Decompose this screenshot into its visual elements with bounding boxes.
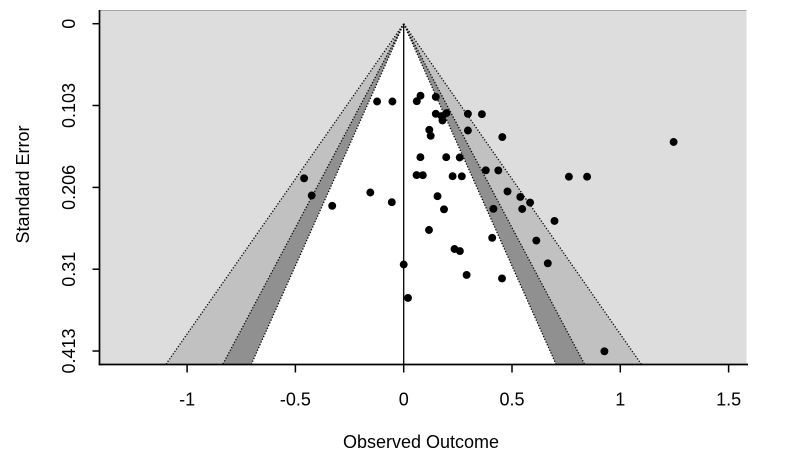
svg-text:Observed Outcome: Observed Outcome bbox=[343, 432, 499, 452]
svg-text:-0.5: -0.5 bbox=[280, 389, 311, 409]
svg-text:0.413: 0.413 bbox=[59, 328, 79, 373]
svg-text:Standard Error: Standard Error bbox=[13, 125, 33, 243]
svg-text:0.103: 0.103 bbox=[59, 83, 79, 128]
svg-text:0.5: 0.5 bbox=[499, 389, 524, 409]
svg-text:0: 0 bbox=[59, 19, 79, 29]
svg-text:1.5: 1.5 bbox=[716, 389, 741, 409]
svg-text:-1: -1 bbox=[179, 389, 195, 409]
svg-text:1: 1 bbox=[615, 389, 625, 409]
svg-text:0: 0 bbox=[399, 389, 409, 409]
svg-text:0.206: 0.206 bbox=[59, 165, 79, 210]
svg-text:0.31: 0.31 bbox=[59, 252, 79, 287]
